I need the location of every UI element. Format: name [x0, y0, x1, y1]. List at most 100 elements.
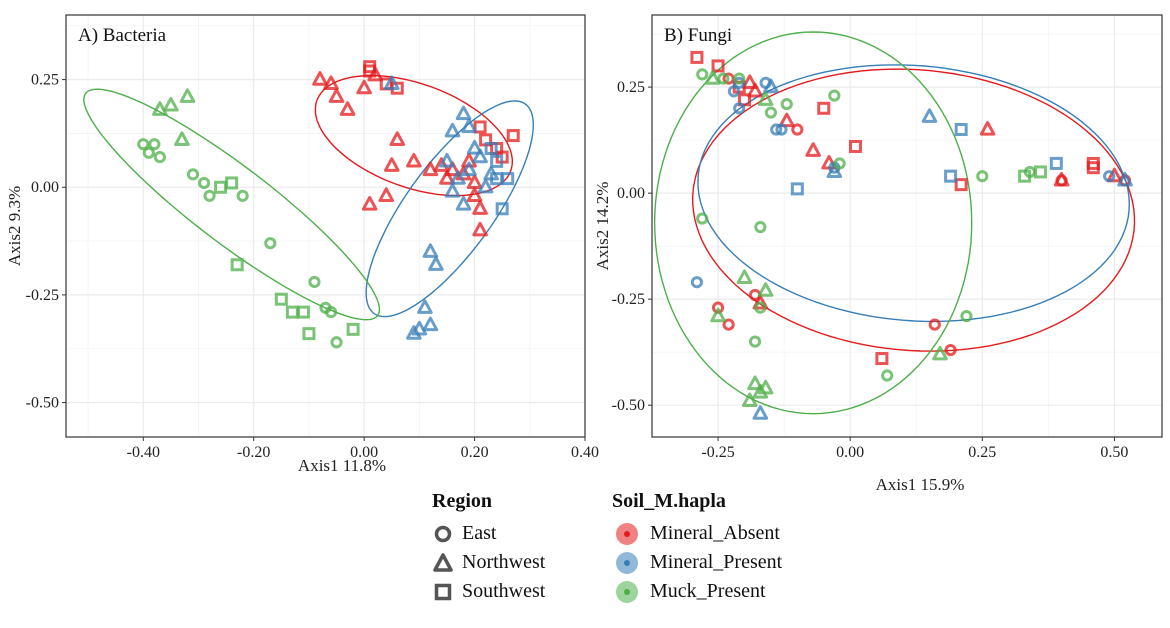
circle-shape-icon [434, 525, 452, 542]
data-point-triangle [757, 379, 774, 395]
x-tick-label: 0.20 [461, 444, 489, 461]
data-point-triangle [361, 195, 378, 211]
data-point-square [473, 120, 487, 134]
data-point-square [302, 327, 316, 341]
data-point-circle [690, 276, 704, 289]
x-axis-label: Axis1 11.8% [298, 456, 386, 475]
data-point-triangle [378, 187, 395, 202]
data-point-square [296, 305, 310, 319]
x-tick-label: 0.00 [836, 444, 864, 461]
data-point-square [484, 141, 498, 155]
data-point-triangle [466, 187, 483, 202]
data-point-square [954, 178, 968, 192]
data-point-triangle [356, 79, 372, 95]
x-tick-label: -0.40 [127, 444, 160, 461]
y-tick-label: 0.00 [31, 179, 59, 196]
data-point-square [944, 169, 958, 183]
legend-item-mineral-present: Mineral_Present [612, 548, 782, 577]
data-point-triangle [752, 405, 769, 420]
legend-item-southwest: Southwest [432, 577, 545, 606]
data-point-triangle [752, 383, 769, 399]
legend-label-muck-present: Muck_Present [650, 580, 766, 602]
data-point-circle [881, 369, 894, 382]
legend-item-east: East [432, 519, 545, 548]
y-tick-label: -0.50 [26, 395, 59, 412]
legend-label-southwest: Southwest [462, 580, 546, 602]
mineral-absent-swatch-icon [616, 522, 638, 545]
data-point-triangle [805, 142, 821, 157]
data-point-square [285, 305, 299, 319]
confidence-ellipse-muck-present [83, 88, 381, 321]
data-point-circle [148, 138, 161, 151]
data-point-triangle [406, 152, 422, 168]
data-point-circle [833, 157, 846, 170]
y-tick-label: -0.25 [26, 287, 59, 304]
data-point-triangle [757, 91, 774, 106]
data-point-triangle [461, 118, 477, 134]
soil-legend-title: Soil_M.hapla [612, 490, 726, 512]
legend-label-mineral-absent: Mineral_Absent [650, 522, 780, 544]
panel-title: B) Fungi [664, 25, 732, 46]
x-axis-label: Axis1 15.9% [876, 475, 965, 494]
data-point-circle [696, 212, 709, 225]
square-shape-icon [434, 583, 452, 600]
confidence-ellipse-mineral-present [697, 64, 1131, 323]
data-point-circle [733, 102, 746, 115]
series-muck-present [137, 88, 360, 349]
data-point-square [495, 202, 509, 216]
data-point-circle [733, 76, 746, 89]
data-point-square [225, 176, 239, 190]
series-mineral-absent [690, 50, 1132, 366]
data-point-circle [727, 85, 741, 98]
data-point-triangle [778, 112, 795, 128]
data-point-triangle [163, 96, 179, 112]
data-point-circle [203, 189, 216, 202]
panel-border [65, 14, 586, 438]
data-point-triangle [472, 200, 488, 215]
data-point-triangle [921, 108, 938, 123]
y-axis-label: Axis2 9.3% [5, 186, 24, 266]
data-point-triangle [741, 392, 758, 408]
data-point-triangle [312, 71, 328, 86]
y-tick-label: -0.50 [612, 397, 645, 414]
panel-border [651, 14, 1163, 438]
data-point-circle [770, 123, 783, 136]
data-point-triangle [455, 105, 472, 121]
data-point-square [230, 258, 244, 272]
data-point-circle [960, 310, 973, 323]
data-point-circle [944, 343, 957, 357]
y-tick-label: 0.25 [31, 72, 59, 89]
data-point-triangle [1106, 167, 1123, 183]
data-point-square [346, 322, 360, 336]
region-legend: Region East Northwest Southwest [432, 490, 545, 606]
data-point-triangle [710, 307, 726, 323]
data-point-triangle [1053, 171, 1070, 187]
data-point-square [1033, 165, 1047, 179]
data-point-square [690, 50, 704, 64]
series-muck-present [696, 68, 1047, 408]
data-point-triangle [417, 299, 433, 314]
data-point-triangle [826, 163, 843, 179]
data-point-triangle [704, 70, 721, 85]
data-point-triangle [422, 161, 439, 177]
panel-title: A) Bacteria [78, 25, 167, 46]
data-point-square [506, 129, 520, 143]
legend-label-northwest: Northwest [462, 551, 546, 573]
data-point-triangle [444, 183, 461, 198]
data-point-circle [780, 97, 793, 111]
data-point-triangle [439, 152, 455, 168]
legend-item-mineral-absent: Mineral_Absent [612, 519, 782, 548]
y-axis-label: Axis2 14.2% [593, 182, 612, 271]
data-point-triangle [383, 75, 400, 90]
data-point-circle [791, 123, 804, 136]
legend-item-muck-present: Muck_Present [612, 577, 782, 606]
data-point-triangle [367, 66, 383, 82]
series-mineral-present [690, 76, 1133, 420]
y-tick-label: 0.25 [617, 79, 645, 96]
data-point-triangle [472, 221, 488, 237]
data-point-square [363, 64, 377, 78]
data-point-circle [764, 106, 778, 119]
data-point-square [875, 352, 889, 366]
data-point-circle [733, 72, 746, 85]
data-point-square [1049, 156, 1063, 170]
